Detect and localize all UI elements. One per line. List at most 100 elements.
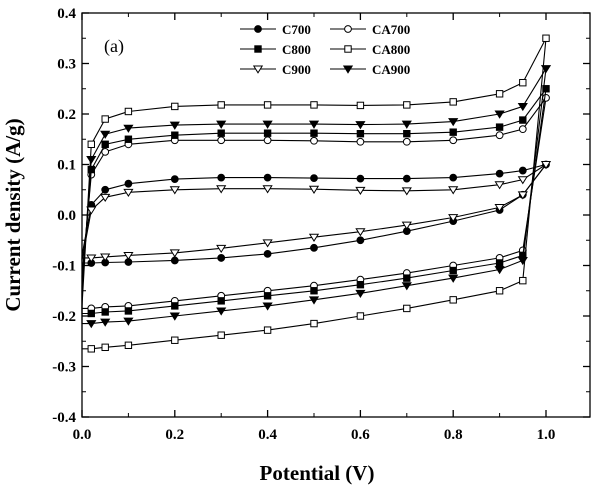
data-point <box>517 257 528 266</box>
legend-marker <box>344 45 352 53</box>
legend-item-ca900: CA900 <box>330 62 410 77</box>
data-point <box>519 276 527 285</box>
data-point <box>517 191 528 200</box>
legend-label: CA700 <box>372 22 410 37</box>
data-point <box>495 90 504 98</box>
data-point <box>124 135 133 143</box>
data-point <box>100 318 111 327</box>
data-point <box>449 296 457 304</box>
data-point <box>263 292 272 300</box>
data-point <box>519 116 527 124</box>
data-point <box>216 244 227 254</box>
data-point <box>356 280 365 289</box>
y-tick-label: -0.1 <box>52 259 76 275</box>
series-line-ca800 <box>81 38 547 350</box>
data-point <box>518 166 527 175</box>
data-point <box>263 249 272 258</box>
data-point <box>171 302 179 310</box>
data-point <box>494 266 505 275</box>
data-point <box>86 156 97 165</box>
data-point <box>448 186 459 195</box>
data-point <box>494 181 505 190</box>
y-tick-label: 0.0 <box>57 208 76 224</box>
data-point <box>86 254 97 263</box>
data-point <box>101 115 109 123</box>
data-point <box>356 236 365 245</box>
series-layer <box>81 34 552 353</box>
data-point <box>401 187 412 196</box>
data-point <box>402 137 411 146</box>
data-point <box>401 120 412 129</box>
data-point <box>217 254 226 262</box>
y-axis-label: Current density (A/g) <box>1 118 25 311</box>
data-point <box>494 203 505 213</box>
data-point <box>542 85 550 93</box>
x-tick-label: 0.2 <box>165 427 184 443</box>
data-point <box>262 239 273 248</box>
data-point <box>86 206 97 215</box>
data-point <box>124 307 133 315</box>
y-tick-label: -0.2 <box>52 309 76 325</box>
data-point <box>495 131 504 140</box>
data-point <box>217 101 225 109</box>
legend-item-ca700: CA700 <box>330 22 410 37</box>
series-ca800 <box>81 34 550 353</box>
legend-item-c900: C900 <box>240 62 311 77</box>
y-tick-label: -0.4 <box>52 410 76 426</box>
data-point <box>448 118 459 127</box>
data-point <box>448 274 459 283</box>
data-point <box>123 188 134 197</box>
data-point <box>216 307 227 316</box>
legend-marker <box>342 65 354 74</box>
y-tick-label: 0.2 <box>57 107 76 123</box>
data-point <box>217 297 225 305</box>
data-point <box>169 186 180 195</box>
data-point <box>355 228 366 237</box>
data-point <box>401 221 412 230</box>
data-point <box>449 136 458 145</box>
data-point <box>262 185 273 194</box>
data-point <box>308 120 320 129</box>
data-point <box>217 136 226 145</box>
x-tick-label: 0.8 <box>444 427 463 443</box>
series-line-c900 <box>81 164 547 261</box>
data-point <box>263 101 272 109</box>
data-point <box>170 175 179 184</box>
data-point <box>310 243 318 252</box>
data-point <box>542 34 550 42</box>
legend: C700 CA700 C800 CA800 C900 CA900 <box>240 22 410 77</box>
data-point <box>449 128 457 136</box>
data-point <box>495 169 504 178</box>
data-point <box>100 253 111 262</box>
data-point <box>356 312 365 320</box>
data-point <box>310 174 318 183</box>
data-point <box>101 343 109 352</box>
data-point <box>355 186 366 195</box>
data-point <box>449 173 458 182</box>
data-point <box>310 129 318 137</box>
y-tick-label: 0.4 <box>57 6 76 22</box>
data-point <box>169 249 180 258</box>
legend-label: C900 <box>282 62 311 77</box>
data-point <box>124 107 133 116</box>
data-point <box>124 179 133 188</box>
plot-frame <box>81 12 591 418</box>
series-c800 <box>81 85 550 318</box>
x-tick-label: 0.6 <box>351 427 370 443</box>
data-point <box>123 251 134 261</box>
legend-marker <box>254 25 262 33</box>
data-point <box>449 266 457 275</box>
legend-label: CA800 <box>372 42 410 57</box>
legend-label: C800 <box>282 42 311 57</box>
data-point <box>403 274 411 282</box>
data-point <box>100 193 111 203</box>
data-point <box>171 102 179 111</box>
data-point <box>403 101 411 109</box>
data-point <box>403 129 411 138</box>
data-point <box>449 98 457 106</box>
data-point <box>356 137 365 146</box>
data-point <box>216 185 227 194</box>
legend-item-ca800: CA800 <box>330 42 410 57</box>
data-point <box>355 289 366 298</box>
